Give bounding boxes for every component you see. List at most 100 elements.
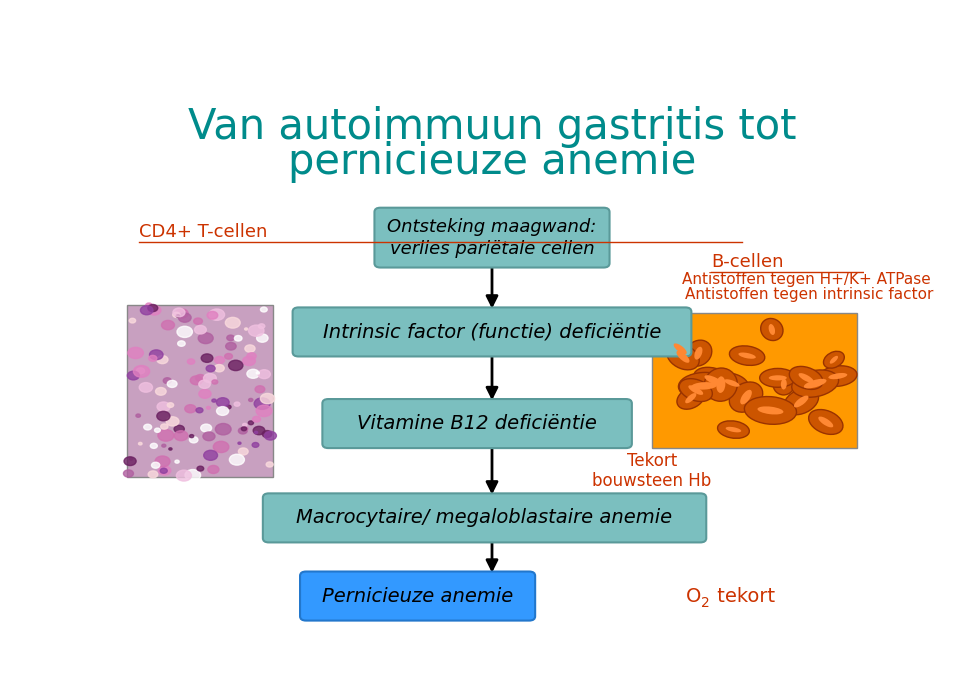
Ellipse shape xyxy=(677,351,689,363)
Circle shape xyxy=(190,376,203,385)
Circle shape xyxy=(204,450,218,461)
Ellipse shape xyxy=(808,410,843,435)
Circle shape xyxy=(187,359,195,364)
Circle shape xyxy=(156,388,166,395)
Circle shape xyxy=(199,389,211,398)
Text: Pernicieuze anemie: Pernicieuze anemie xyxy=(322,587,514,606)
Circle shape xyxy=(128,347,143,358)
Circle shape xyxy=(146,303,153,308)
Circle shape xyxy=(158,466,171,475)
Circle shape xyxy=(202,354,213,363)
Ellipse shape xyxy=(789,366,823,389)
Ellipse shape xyxy=(674,344,686,354)
FancyBboxPatch shape xyxy=(293,307,691,356)
Circle shape xyxy=(249,398,252,402)
Circle shape xyxy=(148,304,157,312)
Circle shape xyxy=(206,407,210,410)
Circle shape xyxy=(241,427,247,430)
Text: Antistoffen tegen intrinsic factor: Antistoffen tegen intrinsic factor xyxy=(685,287,934,302)
Circle shape xyxy=(243,424,247,426)
Circle shape xyxy=(258,324,265,328)
Circle shape xyxy=(227,335,234,341)
Circle shape xyxy=(258,370,271,379)
Text: Tekort
bouwsteen Hb: Tekort bouwsteen Hb xyxy=(592,452,711,491)
Ellipse shape xyxy=(818,416,833,428)
Circle shape xyxy=(130,458,132,460)
Circle shape xyxy=(138,442,142,445)
Ellipse shape xyxy=(730,346,765,365)
Circle shape xyxy=(196,407,203,413)
Circle shape xyxy=(144,424,152,430)
Circle shape xyxy=(136,414,140,417)
Circle shape xyxy=(245,328,248,330)
Text: Van autoimmuun gastritis tot: Van autoimmuun gastritis tot xyxy=(188,106,796,148)
Ellipse shape xyxy=(828,373,848,379)
FancyBboxPatch shape xyxy=(374,208,610,267)
Ellipse shape xyxy=(679,372,730,399)
Circle shape xyxy=(256,405,272,416)
Circle shape xyxy=(206,365,215,372)
Circle shape xyxy=(264,431,276,440)
Circle shape xyxy=(189,437,198,443)
Circle shape xyxy=(256,334,268,342)
Ellipse shape xyxy=(799,373,814,383)
Ellipse shape xyxy=(679,379,712,402)
Ellipse shape xyxy=(715,373,748,393)
Circle shape xyxy=(214,365,225,372)
Circle shape xyxy=(216,398,229,407)
Ellipse shape xyxy=(726,427,741,433)
Circle shape xyxy=(189,435,194,438)
Circle shape xyxy=(155,428,160,433)
Ellipse shape xyxy=(760,318,783,340)
Circle shape xyxy=(140,306,153,315)
FancyBboxPatch shape xyxy=(323,399,632,448)
Circle shape xyxy=(229,454,245,465)
Circle shape xyxy=(254,398,270,410)
Ellipse shape xyxy=(819,366,857,386)
Ellipse shape xyxy=(773,373,795,395)
Ellipse shape xyxy=(694,346,703,360)
Text: tekort: tekort xyxy=(711,587,776,606)
Ellipse shape xyxy=(792,370,839,397)
Circle shape xyxy=(212,399,216,402)
Circle shape xyxy=(195,326,206,334)
Circle shape xyxy=(253,426,265,435)
Circle shape xyxy=(245,345,255,352)
Text: Ontsteking maagwand:
verlies pariëtale cellen: Ontsteking maagwand: verlies pariëtale c… xyxy=(387,218,597,258)
Circle shape xyxy=(128,371,139,380)
Ellipse shape xyxy=(664,337,696,360)
Ellipse shape xyxy=(694,368,734,393)
Ellipse shape xyxy=(738,353,756,358)
Circle shape xyxy=(150,350,163,360)
Text: 2: 2 xyxy=(701,596,709,610)
Circle shape xyxy=(197,466,204,471)
Circle shape xyxy=(201,424,211,432)
Circle shape xyxy=(199,380,210,389)
Ellipse shape xyxy=(769,375,787,381)
Circle shape xyxy=(234,335,242,341)
Ellipse shape xyxy=(677,387,705,409)
Circle shape xyxy=(130,318,135,323)
Bar xyxy=(128,305,273,477)
Circle shape xyxy=(166,416,179,426)
Circle shape xyxy=(226,317,240,328)
Circle shape xyxy=(215,424,231,435)
Circle shape xyxy=(234,402,240,406)
Circle shape xyxy=(247,370,259,378)
Ellipse shape xyxy=(705,375,723,386)
Circle shape xyxy=(213,441,228,453)
Ellipse shape xyxy=(757,407,783,414)
Circle shape xyxy=(247,353,256,360)
Circle shape xyxy=(178,341,185,346)
Circle shape xyxy=(238,442,241,444)
Circle shape xyxy=(152,462,159,468)
Ellipse shape xyxy=(730,382,763,412)
Circle shape xyxy=(243,356,255,365)
Circle shape xyxy=(254,431,257,433)
Circle shape xyxy=(184,405,196,413)
Circle shape xyxy=(226,342,236,350)
Circle shape xyxy=(260,393,275,404)
Circle shape xyxy=(185,470,201,481)
Ellipse shape xyxy=(685,340,711,366)
Circle shape xyxy=(167,380,177,387)
